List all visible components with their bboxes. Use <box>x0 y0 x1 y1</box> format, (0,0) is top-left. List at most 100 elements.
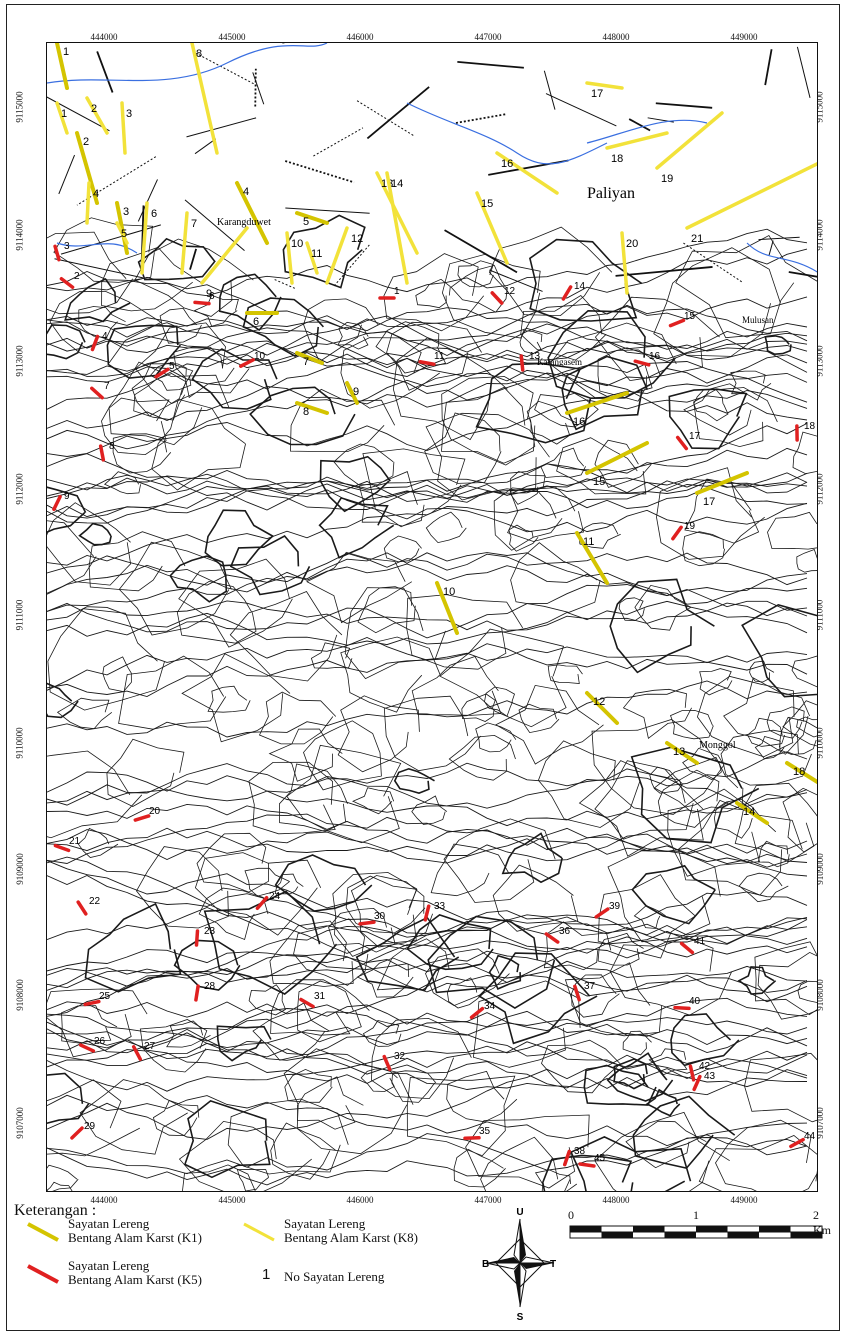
contour-line <box>741 603 817 698</box>
contour-line <box>268 728 343 782</box>
road-line <box>768 240 774 256</box>
k5-section-label: 24 <box>269 891 281 902</box>
k5-section-4 <box>90 334 100 352</box>
contour-line <box>61 1005 118 1044</box>
y-tick-label: 9111000 <box>14 599 25 631</box>
x-tick-label: 447000 <box>474 32 502 42</box>
k5-section-31 <box>299 997 315 1009</box>
contour-line <box>151 398 246 491</box>
k1-section-14 <box>735 801 769 825</box>
contour-line <box>754 736 785 760</box>
contour-line <box>248 761 336 835</box>
k5-section-label: 40 <box>689 996 701 1007</box>
k5-section-label: 20 <box>149 806 161 817</box>
contour-line <box>337 695 420 773</box>
contour-line <box>284 1068 333 1103</box>
contour-line <box>47 231 134 315</box>
k8-section-label: 16 <box>501 158 513 170</box>
k1-section-16 <box>565 391 629 415</box>
contour-line <box>198 887 269 941</box>
k1-section-9 <box>345 381 359 405</box>
k5-section-label: 44 <box>804 1131 816 1142</box>
contour-line <box>47 907 808 947</box>
k5-section-label: 3 <box>64 241 70 252</box>
contour-line <box>540 447 586 478</box>
k5-section-label: 19 <box>684 521 696 532</box>
contour-line <box>178 558 293 648</box>
contour-line <box>670 1013 740 1067</box>
contour-line <box>47 803 808 863</box>
contour-line <box>737 966 777 995</box>
k1-section-18 <box>785 761 817 785</box>
k1-section-label: 5 <box>303 216 309 228</box>
contour-line <box>282 214 366 289</box>
k8-section-1 <box>55 101 69 135</box>
k5-section-label: 2 <box>74 271 80 282</box>
k5-section-label: 30 <box>374 911 386 922</box>
road-line <box>186 117 257 138</box>
k5-section-3 <box>53 244 61 262</box>
legend-title: Keterangan : <box>14 1202 97 1219</box>
k1-section-label: 10 <box>443 586 455 598</box>
contour-line <box>173 939 241 991</box>
contour-line <box>47 949 808 993</box>
road-line <box>545 93 617 127</box>
k8-section-10 <box>285 231 294 285</box>
contour-line <box>757 951 817 1020</box>
contour-line <box>392 337 508 441</box>
k5-section-12 <box>490 291 504 305</box>
k5-section-label: 32 <box>394 1051 406 1062</box>
k5-section-27 <box>131 1045 143 1061</box>
k1-section-label: 8 <box>303 406 309 418</box>
contour-line <box>47 1041 808 1088</box>
k8-section-label: 21 <box>691 233 703 245</box>
k1-section-label: 14 <box>743 806 755 818</box>
contour-line <box>47 324 86 360</box>
contour-line <box>47 1029 808 1092</box>
contour-line <box>441 253 541 339</box>
k8-section-13 <box>375 171 419 255</box>
road-line <box>284 160 355 184</box>
k5-section-32 <box>382 1054 392 1072</box>
k5-section-label: 35 <box>479 1126 491 1137</box>
contour-line <box>269 920 354 987</box>
scale-two: 2 Km <box>813 1208 831 1237</box>
k5-section-8 <box>98 444 106 462</box>
contour-line <box>286 744 402 844</box>
road-line <box>96 51 114 93</box>
k8-section-label: 2 <box>91 103 97 115</box>
contour-line <box>47 1021 808 1090</box>
contour-line <box>47 997 808 1049</box>
k8-section-label: 17 <box>591 88 603 100</box>
k5-section-label: 29 <box>84 1121 96 1132</box>
k5-section-label: 43 <box>704 1071 716 1082</box>
contour-line <box>47 307 808 360</box>
k5-section-label: 13 <box>529 351 541 362</box>
contour-line <box>453 1148 506 1188</box>
contour-line <box>465 1114 590 1189</box>
contour-line <box>796 716 817 738</box>
contour-line <box>352 787 395 815</box>
contour-line <box>424 412 502 484</box>
k5-legend-label: Sayatan Lereng Bentang Alam Karst (K5) <box>68 1258 202 1287</box>
compass-south: S <box>517 1312 524 1323</box>
contour-line <box>101 397 170 456</box>
contour-line <box>340 636 441 713</box>
k8-section-label: 18 <box>611 153 623 165</box>
road-line <box>252 72 265 105</box>
road-line <box>455 113 507 124</box>
contour-line <box>493 487 563 551</box>
contour-line <box>159 307 202 344</box>
contour-line <box>508 524 539 552</box>
contour-line <box>609 578 715 674</box>
k1-section-label: 15 <box>593 476 605 488</box>
y-tick-label: 9107000 <box>14 1107 25 1139</box>
contour-line <box>618 597 645 622</box>
contour-line <box>303 298 379 363</box>
contour-line <box>108 361 230 446</box>
contour-line <box>47 555 808 597</box>
road-line <box>356 100 415 137</box>
k8-section-label: 19 <box>661 173 673 185</box>
contour-line <box>319 455 391 513</box>
place-label: Paliyan <box>587 185 635 202</box>
